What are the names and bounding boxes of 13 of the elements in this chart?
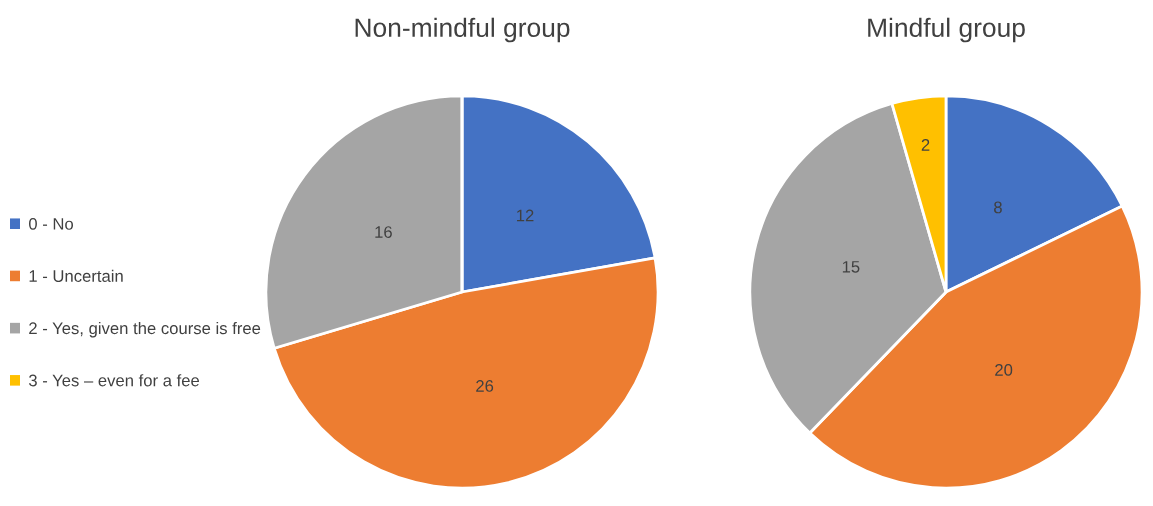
legend-label: 1 - Uncertain (29, 269, 123, 282)
data-label: 15 (842, 261, 860, 273)
data-label: 2 (921, 139, 930, 151)
data-label: 12 (517, 209, 534, 222)
legend-label: 2 - Yes, given the course is free (29, 321, 261, 338)
data-label: 26 (476, 380, 494, 392)
data-label: 16 (375, 226, 392, 238)
chart-title: Mindful group (868, 17, 1025, 43)
chart-title: Non-mindful group (355, 17, 570, 43)
legend-label: 0 - No (28, 217, 74, 230)
data-label: 20 (995, 363, 1013, 376)
data-label: 8 (994, 201, 1002, 214)
legend-label: 3 - Yes – even for a fee (28, 374, 200, 387)
